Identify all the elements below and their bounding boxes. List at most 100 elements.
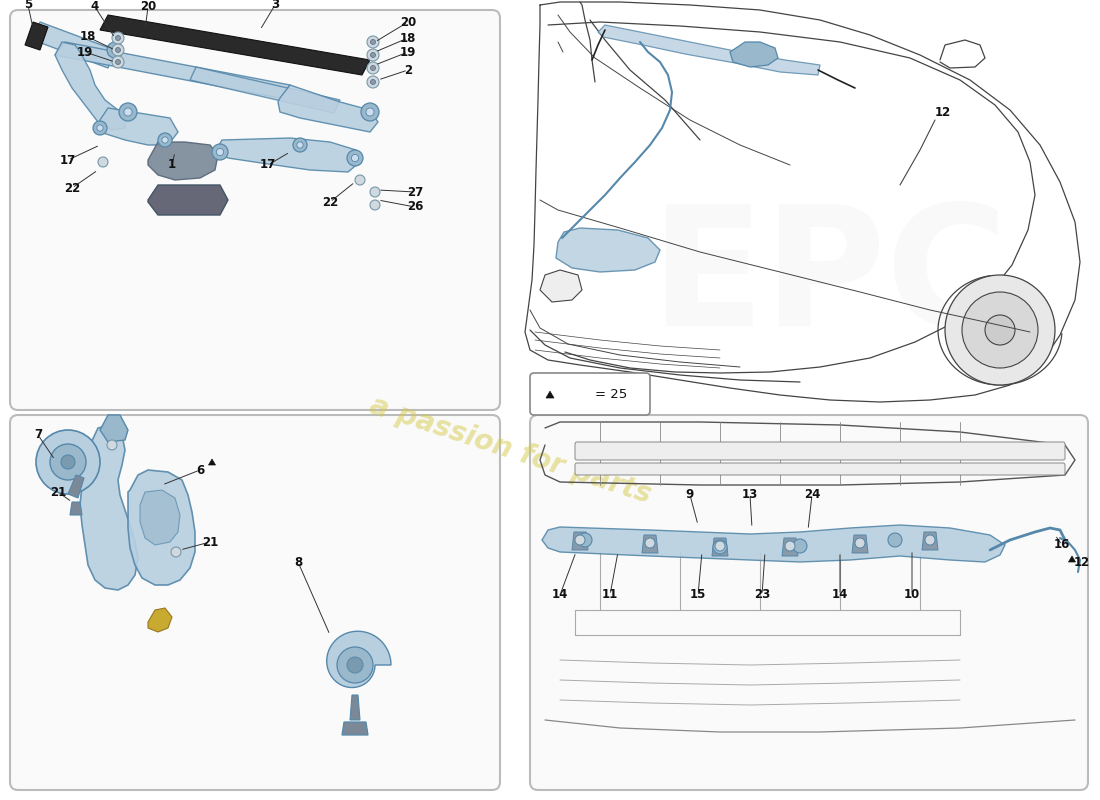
- Text: EPC: EPC: [651, 198, 1009, 362]
- Text: 15: 15: [690, 589, 706, 602]
- Circle shape: [925, 535, 935, 545]
- Circle shape: [367, 76, 380, 88]
- Polygon shape: [148, 185, 228, 215]
- Text: 23: 23: [754, 589, 770, 602]
- Polygon shape: [782, 538, 797, 556]
- Polygon shape: [190, 67, 340, 113]
- Circle shape: [98, 157, 108, 167]
- Circle shape: [371, 53, 375, 58]
- Text: 19: 19: [77, 46, 94, 58]
- Text: 24: 24: [804, 489, 821, 502]
- FancyBboxPatch shape: [530, 415, 1088, 790]
- Polygon shape: [922, 532, 938, 550]
- Polygon shape: [730, 42, 778, 67]
- Text: 22: 22: [64, 182, 80, 194]
- Circle shape: [50, 444, 86, 480]
- Text: 14: 14: [552, 589, 569, 602]
- Circle shape: [212, 144, 228, 160]
- Polygon shape: [572, 532, 588, 550]
- Circle shape: [107, 440, 117, 450]
- Text: 9: 9: [686, 489, 694, 502]
- Circle shape: [578, 533, 592, 547]
- Polygon shape: [546, 391, 554, 398]
- Circle shape: [367, 62, 380, 74]
- Circle shape: [36, 430, 100, 494]
- Circle shape: [962, 292, 1038, 368]
- Circle shape: [170, 547, 182, 557]
- Text: 19: 19: [399, 46, 416, 58]
- Circle shape: [112, 56, 124, 68]
- Circle shape: [367, 36, 380, 48]
- Text: 12: 12: [1074, 555, 1090, 569]
- Circle shape: [116, 47, 121, 53]
- Circle shape: [370, 187, 379, 197]
- Polygon shape: [33, 22, 116, 68]
- FancyBboxPatch shape: [575, 442, 1065, 460]
- Circle shape: [355, 175, 365, 185]
- Circle shape: [116, 59, 121, 65]
- Circle shape: [297, 142, 304, 148]
- Circle shape: [370, 200, 379, 210]
- Polygon shape: [25, 22, 48, 50]
- Polygon shape: [342, 722, 369, 735]
- Polygon shape: [327, 631, 390, 687]
- Text: 18: 18: [80, 30, 96, 43]
- Polygon shape: [80, 425, 138, 590]
- FancyBboxPatch shape: [575, 463, 1065, 475]
- Text: 17: 17: [59, 154, 76, 166]
- Polygon shape: [540, 270, 582, 302]
- Circle shape: [293, 138, 307, 152]
- Circle shape: [575, 535, 585, 545]
- Polygon shape: [278, 85, 378, 132]
- Text: a passion for parts: a passion for parts: [365, 391, 654, 509]
- Text: 26: 26: [407, 201, 424, 214]
- Text: 3: 3: [271, 0, 279, 11]
- Circle shape: [162, 137, 168, 143]
- Circle shape: [116, 35, 121, 41]
- Circle shape: [124, 108, 132, 116]
- Polygon shape: [642, 535, 658, 553]
- Text: 17: 17: [260, 158, 276, 171]
- FancyBboxPatch shape: [10, 10, 500, 410]
- Polygon shape: [214, 138, 360, 172]
- Polygon shape: [140, 490, 180, 545]
- Circle shape: [793, 539, 807, 553]
- Polygon shape: [1068, 556, 1076, 562]
- Circle shape: [785, 541, 795, 551]
- Circle shape: [715, 541, 725, 551]
- Text: 2: 2: [404, 63, 412, 77]
- Text: 22: 22: [322, 195, 338, 209]
- Circle shape: [112, 32, 124, 44]
- Circle shape: [945, 275, 1055, 385]
- Text: 11: 11: [602, 589, 618, 602]
- Polygon shape: [209, 459, 216, 465]
- Circle shape: [346, 150, 363, 166]
- Circle shape: [371, 79, 375, 85]
- Circle shape: [337, 647, 373, 683]
- Circle shape: [371, 39, 375, 45]
- Circle shape: [645, 538, 654, 548]
- Text: 7: 7: [34, 429, 42, 442]
- Text: 14: 14: [832, 589, 848, 602]
- Circle shape: [107, 42, 123, 58]
- Text: = 25: = 25: [595, 387, 627, 401]
- Text: 6: 6: [196, 463, 205, 477]
- Circle shape: [94, 121, 107, 135]
- Text: 5: 5: [24, 0, 32, 11]
- Circle shape: [158, 133, 172, 147]
- Polygon shape: [55, 42, 290, 98]
- Polygon shape: [100, 15, 370, 75]
- Polygon shape: [542, 525, 1005, 562]
- Circle shape: [97, 125, 103, 131]
- Circle shape: [217, 149, 223, 155]
- Text: 1: 1: [168, 158, 176, 171]
- Text: 12: 12: [935, 106, 952, 118]
- Circle shape: [984, 315, 1015, 345]
- Text: 8: 8: [294, 555, 302, 569]
- Polygon shape: [100, 108, 178, 145]
- Polygon shape: [350, 695, 360, 720]
- Polygon shape: [598, 25, 820, 75]
- Polygon shape: [100, 415, 128, 442]
- FancyBboxPatch shape: [10, 415, 500, 790]
- Circle shape: [112, 44, 124, 56]
